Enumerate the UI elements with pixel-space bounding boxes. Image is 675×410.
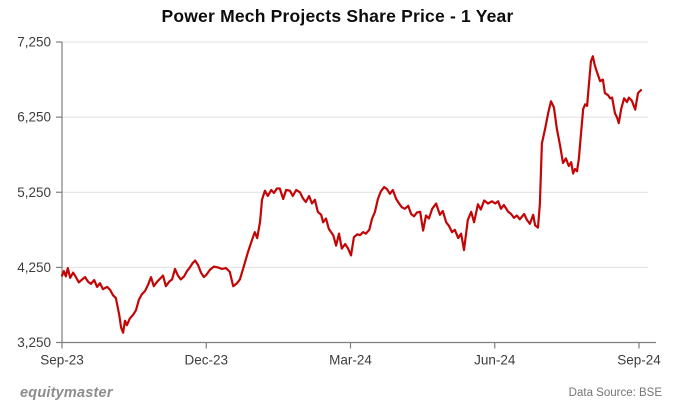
x-axis-label: Sep-24	[617, 353, 661, 368]
y-axis-label: 6,250	[17, 110, 51, 125]
x-axis-label: Jun-24	[474, 353, 516, 368]
y-axis-label: 4,250	[17, 260, 51, 275]
x-axis-label: Dec-23	[184, 353, 228, 368]
data-source-label: Data Source: BSE	[568, 387, 662, 399]
y-axis-label: 5,250	[17, 185, 51, 200]
equitymaster-logo: equitymaster	[20, 385, 113, 401]
y-axis-label: 7,250	[17, 35, 51, 50]
x-axis-label: Mar-24	[329, 353, 372, 368]
x-axis-label: Sep-23	[40, 353, 84, 368]
y-axis-label: 3,250	[17, 335, 51, 350]
price-line-series	[60, 55, 643, 334]
chart-title: Power Mech Projects Share Price - 1 Year	[161, 6, 514, 26]
